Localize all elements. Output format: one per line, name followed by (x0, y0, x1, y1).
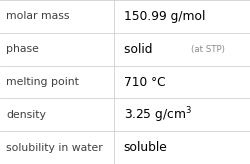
Text: soluble: soluble (124, 141, 168, 154)
Text: solid: solid (124, 43, 160, 56)
Text: density: density (6, 110, 46, 120)
Text: molar mass: molar mass (6, 11, 70, 21)
Text: solubility in water: solubility in water (6, 143, 103, 153)
Text: (at STP): (at STP) (191, 45, 225, 54)
Text: 710 °C: 710 °C (124, 75, 166, 89)
Text: 150.99 g/mol: 150.99 g/mol (124, 10, 205, 23)
Text: 3.25 g/cm$^{\mathsf{3}}$: 3.25 g/cm$^{\mathsf{3}}$ (124, 105, 192, 125)
Text: phase: phase (6, 44, 39, 54)
Text: melting point: melting point (6, 77, 79, 87)
